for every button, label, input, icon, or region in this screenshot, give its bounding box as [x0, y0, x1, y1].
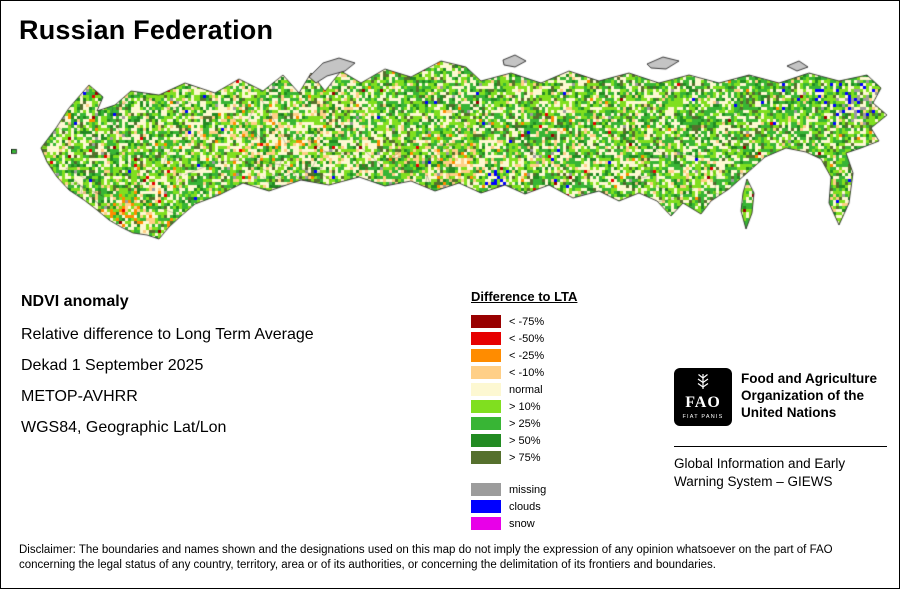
info-line: Dekad 1 September 2025	[21, 357, 204, 374]
legend-title: Difference to LTA	[471, 289, 578, 304]
org-subtitle: Global Information and Early Warning Sys…	[674, 456, 846, 489]
legend-item: < -10%	[471, 364, 577, 381]
legend-item: missing	[471, 481, 577, 498]
legend-label: > 10%	[509, 400, 541, 413]
legend-swatch	[471, 517, 501, 530]
legend-label: < -50%	[509, 332, 545, 345]
legend-item: < -25%	[471, 347, 577, 364]
legend-item: clouds	[471, 498, 577, 515]
legend-label: < -75%	[509, 315, 545, 328]
fao-logo: FAO FIAT PANIS	[674, 368, 732, 426]
legend-swatch	[471, 366, 501, 379]
fao-logo-motto: FIAT PANIS	[682, 414, 723, 420]
legend-label: > 75%	[509, 451, 541, 464]
legend-label: normal	[509, 383, 543, 396]
legend-swatch	[471, 451, 501, 464]
org-name: Food and Agriculture Organization of the…	[741, 371, 877, 420]
info-line: WGS84, Geographic Lat/Lon	[21, 419, 227, 436]
wheat-icon	[697, 374, 709, 389]
legend-label: > 25%	[509, 417, 541, 430]
legend-item: < -75%	[471, 313, 577, 330]
legend-swatch	[471, 315, 501, 328]
page-title: Russian Federation	[19, 15, 274, 45]
legend-item: > 50%	[471, 432, 577, 449]
org-divider	[674, 446, 887, 447]
legend-label: > 50%	[509, 434, 541, 447]
legend-item: normal	[471, 381, 577, 398]
legend-label: < -25%	[509, 349, 545, 362]
legend-swatch	[471, 383, 501, 396]
legend-item: snow	[471, 515, 577, 532]
disclaimer: Disclaimer: The boundaries and names sho…	[19, 544, 833, 571]
legend-swatch	[471, 349, 501, 362]
legend-item: > 75%	[471, 449, 577, 466]
legend: Difference to LTA < -75% < -50% < -25% < -1…	[471, 289, 577, 532]
legend-item: > 10%	[471, 398, 577, 415]
legend-label: clouds	[509, 500, 541, 513]
legend-swatch	[471, 332, 501, 345]
info-heading: NDVI anomaly	[21, 293, 129, 310]
map-info-block: NDVI anomaly Relative difference to Long…	[21, 293, 314, 450]
fao-block: FAO FIAT PANIS Food and Agriculture Orga…	[674, 366, 890, 501]
legend-label: snow	[509, 517, 535, 530]
legend-extra-group: missing clouds snow	[471, 481, 577, 532]
legend-item: < -50%	[471, 330, 577, 347]
fao-logo-text: FAO	[685, 394, 721, 411]
legend-label: < -10%	[509, 366, 545, 379]
legend-swatch	[471, 417, 501, 430]
legend-label: missing	[509, 483, 547, 496]
legend-swatch	[471, 483, 501, 496]
legend-main-group: < -75% < -50% < -25% < -10% normal > 10% > 25%…	[471, 313, 577, 466]
legend-swatch	[471, 500, 501, 513]
legend-swatch	[471, 400, 501, 413]
legend-swatch	[471, 434, 501, 447]
info-line: Relative difference to Long Term Average	[21, 326, 314, 343]
info-line: METOP-AVHRR	[21, 388, 138, 405]
ndvi-anomaly-map	[11, 53, 891, 253]
legend-item: > 25%	[471, 415, 577, 432]
